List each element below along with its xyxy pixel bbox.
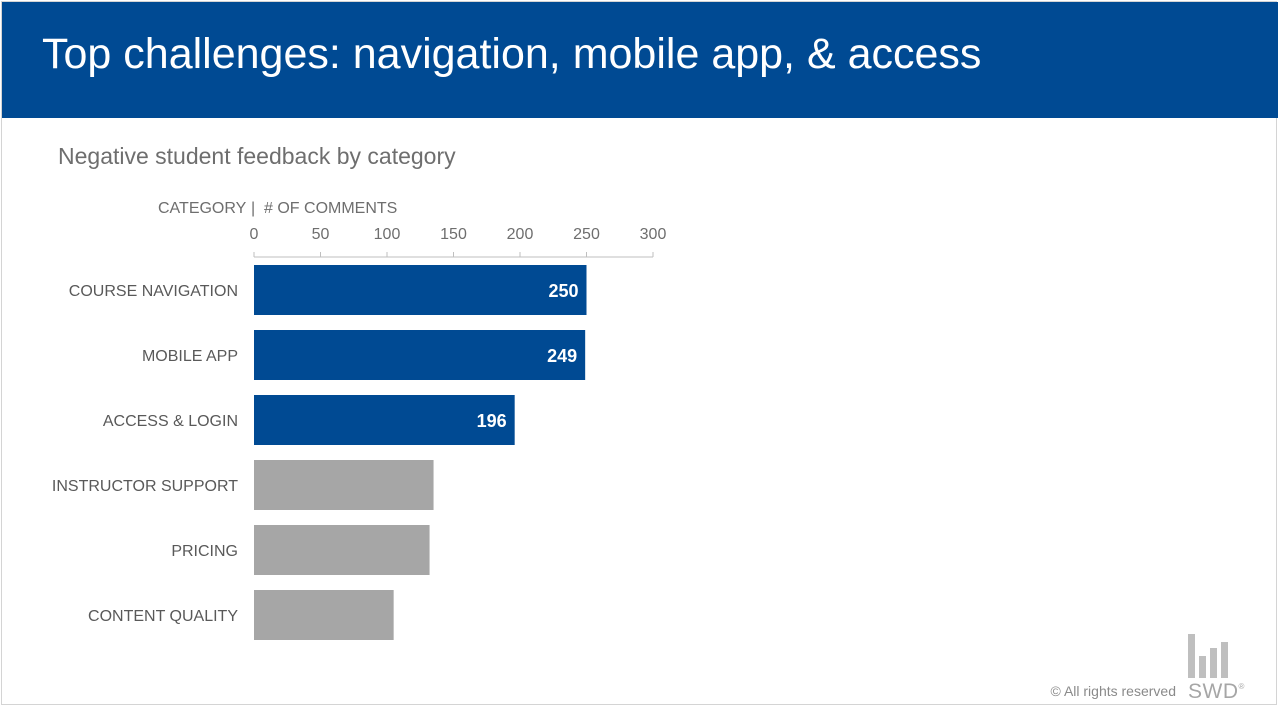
x-tick-label: 100 <box>374 226 401 243</box>
x-tick-label: 0 <box>250 226 259 243</box>
bar <box>254 265 587 315</box>
bar <box>254 590 394 640</box>
bar <box>254 460 434 510</box>
chart-title: Negative student feedback by category <box>58 143 456 169</box>
slide-frame <box>1 1 1277 705</box>
x-tick-label: 150 <box>440 226 467 243</box>
x-tick-label: 50 <box>312 226 330 243</box>
title-banner: Top challenges: navigation, mobile app, … <box>2 2 1278 118</box>
axis-header-separator: | <box>251 200 256 217</box>
category-label: MOBILE APP <box>142 348 238 365</box>
data-label: 250 <box>548 281 578 301</box>
bar <box>254 395 515 445</box>
x-tick-label: 300 <box>640 226 667 243</box>
category-label: CONTENT QUALITY <box>88 608 238 625</box>
registered-mark: ® <box>1238 682 1245 691</box>
category-label: ACCESS & LOGIN <box>103 413 238 430</box>
swd-logo-icon <box>1188 634 1228 678</box>
category-axis-header: CATEGORY <box>158 200 247 217</box>
logo-wordmark: SWD® <box>1188 680 1245 704</box>
category-label: COURSE NAVIGATION <box>69 283 238 300</box>
category-label: PRICING <box>171 543 238 560</box>
category-label: INSTRUCTOR SUPPORT <box>52 478 238 495</box>
data-label: 196 <box>477 411 507 431</box>
data-label: 249 <box>547 346 577 366</box>
x-tick-label: 200 <box>507 226 534 243</box>
logo-text: SWD <box>1188 680 1239 703</box>
bar <box>254 330 586 380</box>
value-axis-header: # OF COMMENTS <box>264 200 398 217</box>
copyright-text: © All rights reserved <box>1050 683 1176 699</box>
x-tick-label: 250 <box>573 226 600 243</box>
bar <box>254 525 430 575</box>
slide-title: Top challenges: navigation, mobile app, … <box>42 30 982 78</box>
